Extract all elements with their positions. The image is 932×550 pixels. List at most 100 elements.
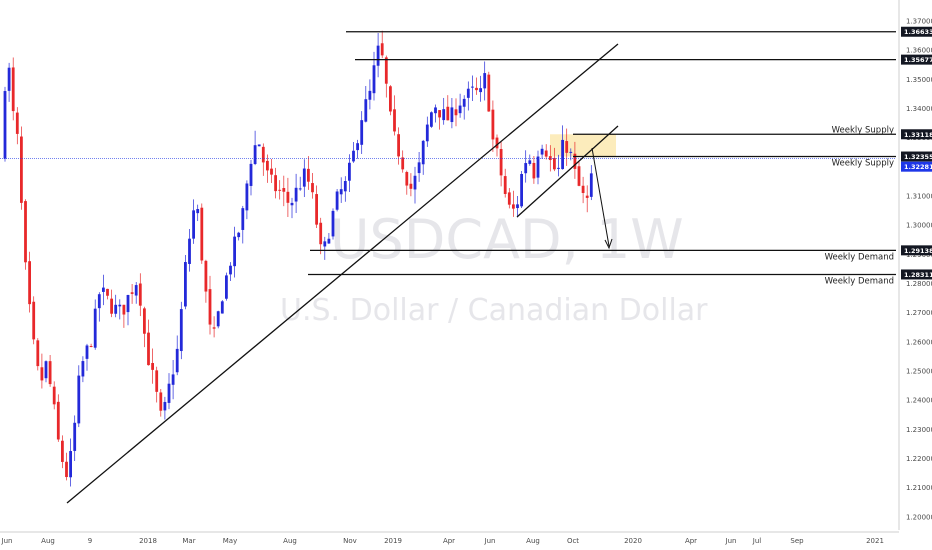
candle xyxy=(466,81,470,111)
candle xyxy=(585,185,589,213)
candle-body xyxy=(319,222,323,245)
candle xyxy=(204,259,208,303)
candle xyxy=(270,158,273,183)
candle-body xyxy=(380,43,384,56)
candle-body xyxy=(7,67,11,91)
candle xyxy=(208,275,212,335)
price-tick-label: 1.26000 xyxy=(906,338,932,346)
candle-body xyxy=(307,168,310,182)
candle-body xyxy=(81,361,85,377)
candle xyxy=(220,300,224,314)
candle xyxy=(401,150,405,173)
candle-body xyxy=(458,105,462,114)
price-badge xyxy=(901,161,932,172)
candle xyxy=(528,154,532,166)
candle xyxy=(179,301,183,360)
time-axis[interactable]: Jun Aug 9 2018 Mar May Aug Nov 2019 Apr Jun Aug Oct 2… xyxy=(0,531,899,545)
candle xyxy=(44,360,48,383)
candle-body xyxy=(364,99,368,122)
candle xyxy=(458,93,462,118)
candle xyxy=(413,166,417,204)
candle-body xyxy=(286,191,290,203)
candle xyxy=(311,173,314,199)
candle xyxy=(241,205,245,244)
price-badge xyxy=(901,129,932,140)
candle-body xyxy=(257,144,261,147)
candle-body xyxy=(97,294,101,309)
candle xyxy=(159,389,163,417)
candle xyxy=(417,151,421,182)
candle xyxy=(544,144,548,160)
candle-body xyxy=(298,188,302,190)
candle xyxy=(196,204,200,222)
candle-body xyxy=(528,160,532,164)
candle-body xyxy=(229,265,232,275)
candle xyxy=(188,229,191,272)
candle-body xyxy=(487,74,491,112)
candle-body xyxy=(184,262,187,307)
candle xyxy=(52,381,56,410)
candle xyxy=(536,150,540,185)
candle xyxy=(524,150,528,183)
candle-body xyxy=(323,241,327,247)
candle-body xyxy=(553,157,556,170)
candle-body xyxy=(122,304,126,315)
time-tick-label: Jun xyxy=(1,537,13,545)
price-badge xyxy=(901,151,932,162)
time-tick-label: 9 xyxy=(88,537,92,545)
time-tick-label: Sep xyxy=(790,537,804,545)
candle xyxy=(475,77,478,95)
price-tick-label: 1.23000 xyxy=(906,426,932,434)
candle-body xyxy=(479,88,482,93)
candle xyxy=(130,284,134,304)
arrow-head xyxy=(604,238,613,250)
candle xyxy=(446,95,450,121)
candle xyxy=(319,217,323,255)
candle-body xyxy=(237,232,241,238)
candle xyxy=(503,168,507,198)
candle xyxy=(532,156,536,184)
candle xyxy=(389,85,392,116)
horizontal-levels: Weekly Supply Weekly Supply Weekly Demand W… xyxy=(0,31,896,286)
candle-body xyxy=(438,110,441,118)
candle-body xyxy=(454,109,458,116)
candle-body xyxy=(130,292,134,294)
candle-body xyxy=(24,201,27,263)
candle xyxy=(286,177,290,218)
candle xyxy=(471,75,474,102)
price-badge-label: 1.32355 xyxy=(904,153,932,161)
candle xyxy=(245,180,249,220)
candle xyxy=(147,319,150,366)
candle xyxy=(442,97,446,125)
candle xyxy=(61,435,64,469)
candle-body xyxy=(73,422,77,451)
price-tick-label: 1.21000 xyxy=(906,484,932,492)
candle-body xyxy=(417,162,421,174)
candle xyxy=(462,95,466,120)
candle-body xyxy=(44,361,48,379)
candle xyxy=(97,292,101,322)
candle xyxy=(89,343,93,348)
candle xyxy=(65,452,68,481)
candle xyxy=(3,86,7,162)
time-tick-label: Apr xyxy=(443,537,455,545)
candle-body xyxy=(15,112,19,134)
candle-body xyxy=(589,173,593,197)
candle-body xyxy=(532,162,536,179)
candle xyxy=(138,273,142,317)
supply-zone xyxy=(550,134,616,157)
candle-body xyxy=(376,45,380,66)
candle-body xyxy=(93,308,97,348)
candle-body xyxy=(360,120,364,145)
candle-body xyxy=(253,145,257,165)
candle xyxy=(266,154,269,183)
candle xyxy=(384,55,388,98)
candle-body xyxy=(212,327,216,329)
time-tick-label: 2020 xyxy=(624,537,642,545)
price-axis[interactable]: 1.370001.360001.350001.340001.330001.320… xyxy=(898,0,932,530)
candle-body xyxy=(85,345,89,359)
candle-body xyxy=(516,204,519,209)
price-badge-label: 1.29138 xyxy=(904,247,932,255)
candle xyxy=(557,154,560,177)
